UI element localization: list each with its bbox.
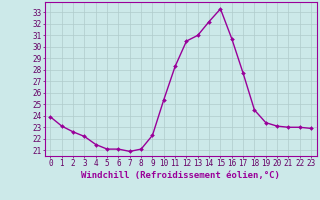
X-axis label: Windchill (Refroidissement éolien,°C): Windchill (Refroidissement éolien,°C) [81, 171, 280, 180]
